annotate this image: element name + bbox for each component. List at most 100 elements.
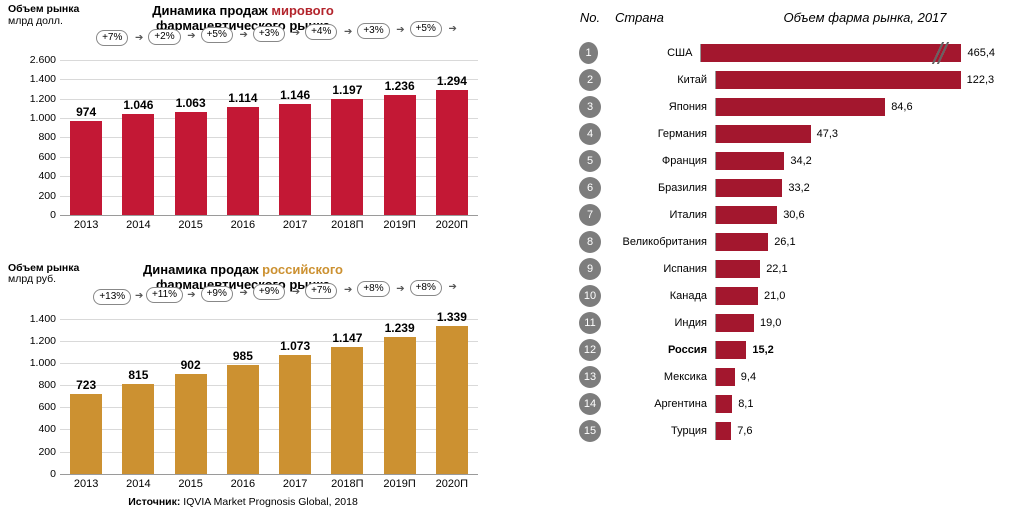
rank-row: 3Япония84,6 xyxy=(565,93,995,120)
rank-bar xyxy=(716,71,961,89)
rank-value: 465,4 xyxy=(967,47,995,59)
y-tick: 600 xyxy=(18,151,56,163)
left-column: Динамика продаж мирового фармацевтическо… xyxy=(8,4,478,508)
rank-row: 9Испания22,1 xyxy=(565,255,995,282)
rank-bar-wrap: 19,0 xyxy=(715,314,995,332)
rank-country: Франция xyxy=(615,155,715,167)
yaxis-l2: млрд долл. xyxy=(8,15,63,27)
bar xyxy=(227,107,259,215)
world-growth-labels: +7%➔+2%➔+5%➔+3%➔+4%➔+3%➔+5%➔ xyxy=(60,24,478,44)
arrow-icon: ➔ xyxy=(448,23,456,34)
ranking-list: 1США465,42Китай122,33Япония84,64Германия… xyxy=(565,39,995,444)
source-line: Источник: IQVIA Market Prognosis Global,… xyxy=(8,496,478,508)
rank-value: 9,4 xyxy=(741,371,756,383)
rank-badge: 5 xyxy=(579,150,601,172)
rank-badge: 11 xyxy=(579,312,601,334)
rank-row: 14Аргентина8,1 xyxy=(565,390,995,417)
y-tick: 1.000 xyxy=(18,112,56,124)
rank-bar-wrap: 21,0 xyxy=(715,287,995,305)
growth-segment: +5%➔ xyxy=(191,27,243,43)
grid-line xyxy=(60,215,478,216)
russia-plot-area: 02004006008001.0001.2001.400723815902985… xyxy=(60,319,478,474)
growth-segment: +7%➔ xyxy=(86,30,138,46)
growth-segment: +9%➔ xyxy=(191,286,243,302)
x-tick: 2015 xyxy=(165,474,217,490)
bars: 7238159029851.0731.1471.2391.339 xyxy=(60,319,478,474)
growth-pill: +8% xyxy=(357,281,389,297)
bar xyxy=(384,337,416,474)
rank-badge: 7 xyxy=(579,204,601,226)
header-volume: Объем фарма рынка, 2017 xyxy=(735,10,995,25)
x-tick: 2015 xyxy=(165,215,217,231)
growth-segment: +5%➔ xyxy=(400,21,452,37)
x-tick: 2017 xyxy=(269,474,321,490)
rank-bar xyxy=(716,125,811,143)
rank-badge: 10 xyxy=(579,285,601,307)
growth-pill: +5% xyxy=(201,27,233,43)
bar xyxy=(122,384,154,474)
title-accent: мирового xyxy=(271,3,333,18)
x-tick: 2017 xyxy=(269,215,321,231)
rank-country: Россия xyxy=(615,344,715,356)
bar-slot: 1.236 xyxy=(374,79,426,215)
rank-value: 84,6 xyxy=(891,101,912,113)
x-tick: 2014 xyxy=(112,215,164,231)
rank-value: 21,0 xyxy=(764,290,785,302)
rank-value: 15,2 xyxy=(752,344,773,356)
growth-segment: +8%➔ xyxy=(347,281,399,297)
bar-slot: 723 xyxy=(60,378,112,474)
y-tick: 1.000 xyxy=(18,357,56,369)
bar xyxy=(331,99,363,215)
growth-segment: +3%➔ xyxy=(243,26,295,42)
rank-badge: 15 xyxy=(579,420,601,442)
x-tick: 2016 xyxy=(217,474,269,490)
y-tick: 0 xyxy=(18,209,56,221)
bar-slot: 902 xyxy=(165,358,217,474)
bar xyxy=(331,347,363,474)
right-column: No. Страна Объем фарма рынка, 2017 1США4… xyxy=(565,10,995,444)
title-text: Динамика продаж xyxy=(152,3,271,18)
y-tick: 200 xyxy=(18,446,56,458)
rank-bar-wrap: 122,3 xyxy=(715,71,995,89)
rank-bar xyxy=(716,260,760,278)
world-x-ticks: 201320142015201620172018П2019П2020П xyxy=(60,215,478,231)
rank-value: 34,2 xyxy=(790,155,811,167)
bar-value-label: 1.236 xyxy=(385,79,415,93)
bar-value-label: 1.073 xyxy=(280,339,310,353)
growth-pill: +3% xyxy=(357,23,389,39)
ranking-headers: No. Страна Объем фарма рынка, 2017 xyxy=(565,10,995,25)
y-tick: 2.600 xyxy=(18,54,56,66)
rank-row: 5 Франция 34,2 xyxy=(565,147,995,174)
rank-country: Индия xyxy=(615,317,715,329)
rank-bar xyxy=(716,152,784,170)
x-tick: 2016 xyxy=(217,215,269,231)
rank-bar-wrap: 33,2 xyxy=(715,179,995,197)
bar xyxy=(436,326,468,474)
rank-row: 7Италия30,6 xyxy=(565,201,995,228)
rank-badge: 14 xyxy=(579,393,601,415)
rank-bar-wrap: 84,6 xyxy=(715,98,995,116)
bar-value-label: 1.339 xyxy=(437,310,467,324)
header-country: Страна xyxy=(615,10,735,25)
rank-row: 2Китай122,3 xyxy=(565,66,995,93)
rank-row: 11 Индия19,0 xyxy=(565,309,995,336)
rank-row: 15Турция7,6 xyxy=(565,417,995,444)
rank-country: Аргентина xyxy=(615,398,715,410)
rank-badge: 6 xyxy=(579,177,601,199)
y-tick: 200 xyxy=(18,190,56,202)
rank-row: 1США465,4 xyxy=(565,39,995,66)
growth-pill: +11% xyxy=(146,287,183,303)
y-tick: 1.200 xyxy=(18,335,56,347)
rank-badge: 2 xyxy=(579,69,601,91)
source-text: IQVIA Market Prognosis Global, 2018 xyxy=(180,496,357,508)
y-tick: 0 xyxy=(18,468,56,480)
growth-pill: +8% xyxy=(410,280,442,296)
header-no: No. xyxy=(565,10,615,25)
rank-country: Турция xyxy=(615,425,715,437)
x-tick: 2014 xyxy=(112,474,164,490)
bar xyxy=(70,121,102,215)
bar-value-label: 723 xyxy=(76,378,96,392)
title-accent: российского xyxy=(262,262,343,277)
rank-country: Япония xyxy=(615,101,715,113)
growth-segment: +4%➔ xyxy=(295,24,347,40)
